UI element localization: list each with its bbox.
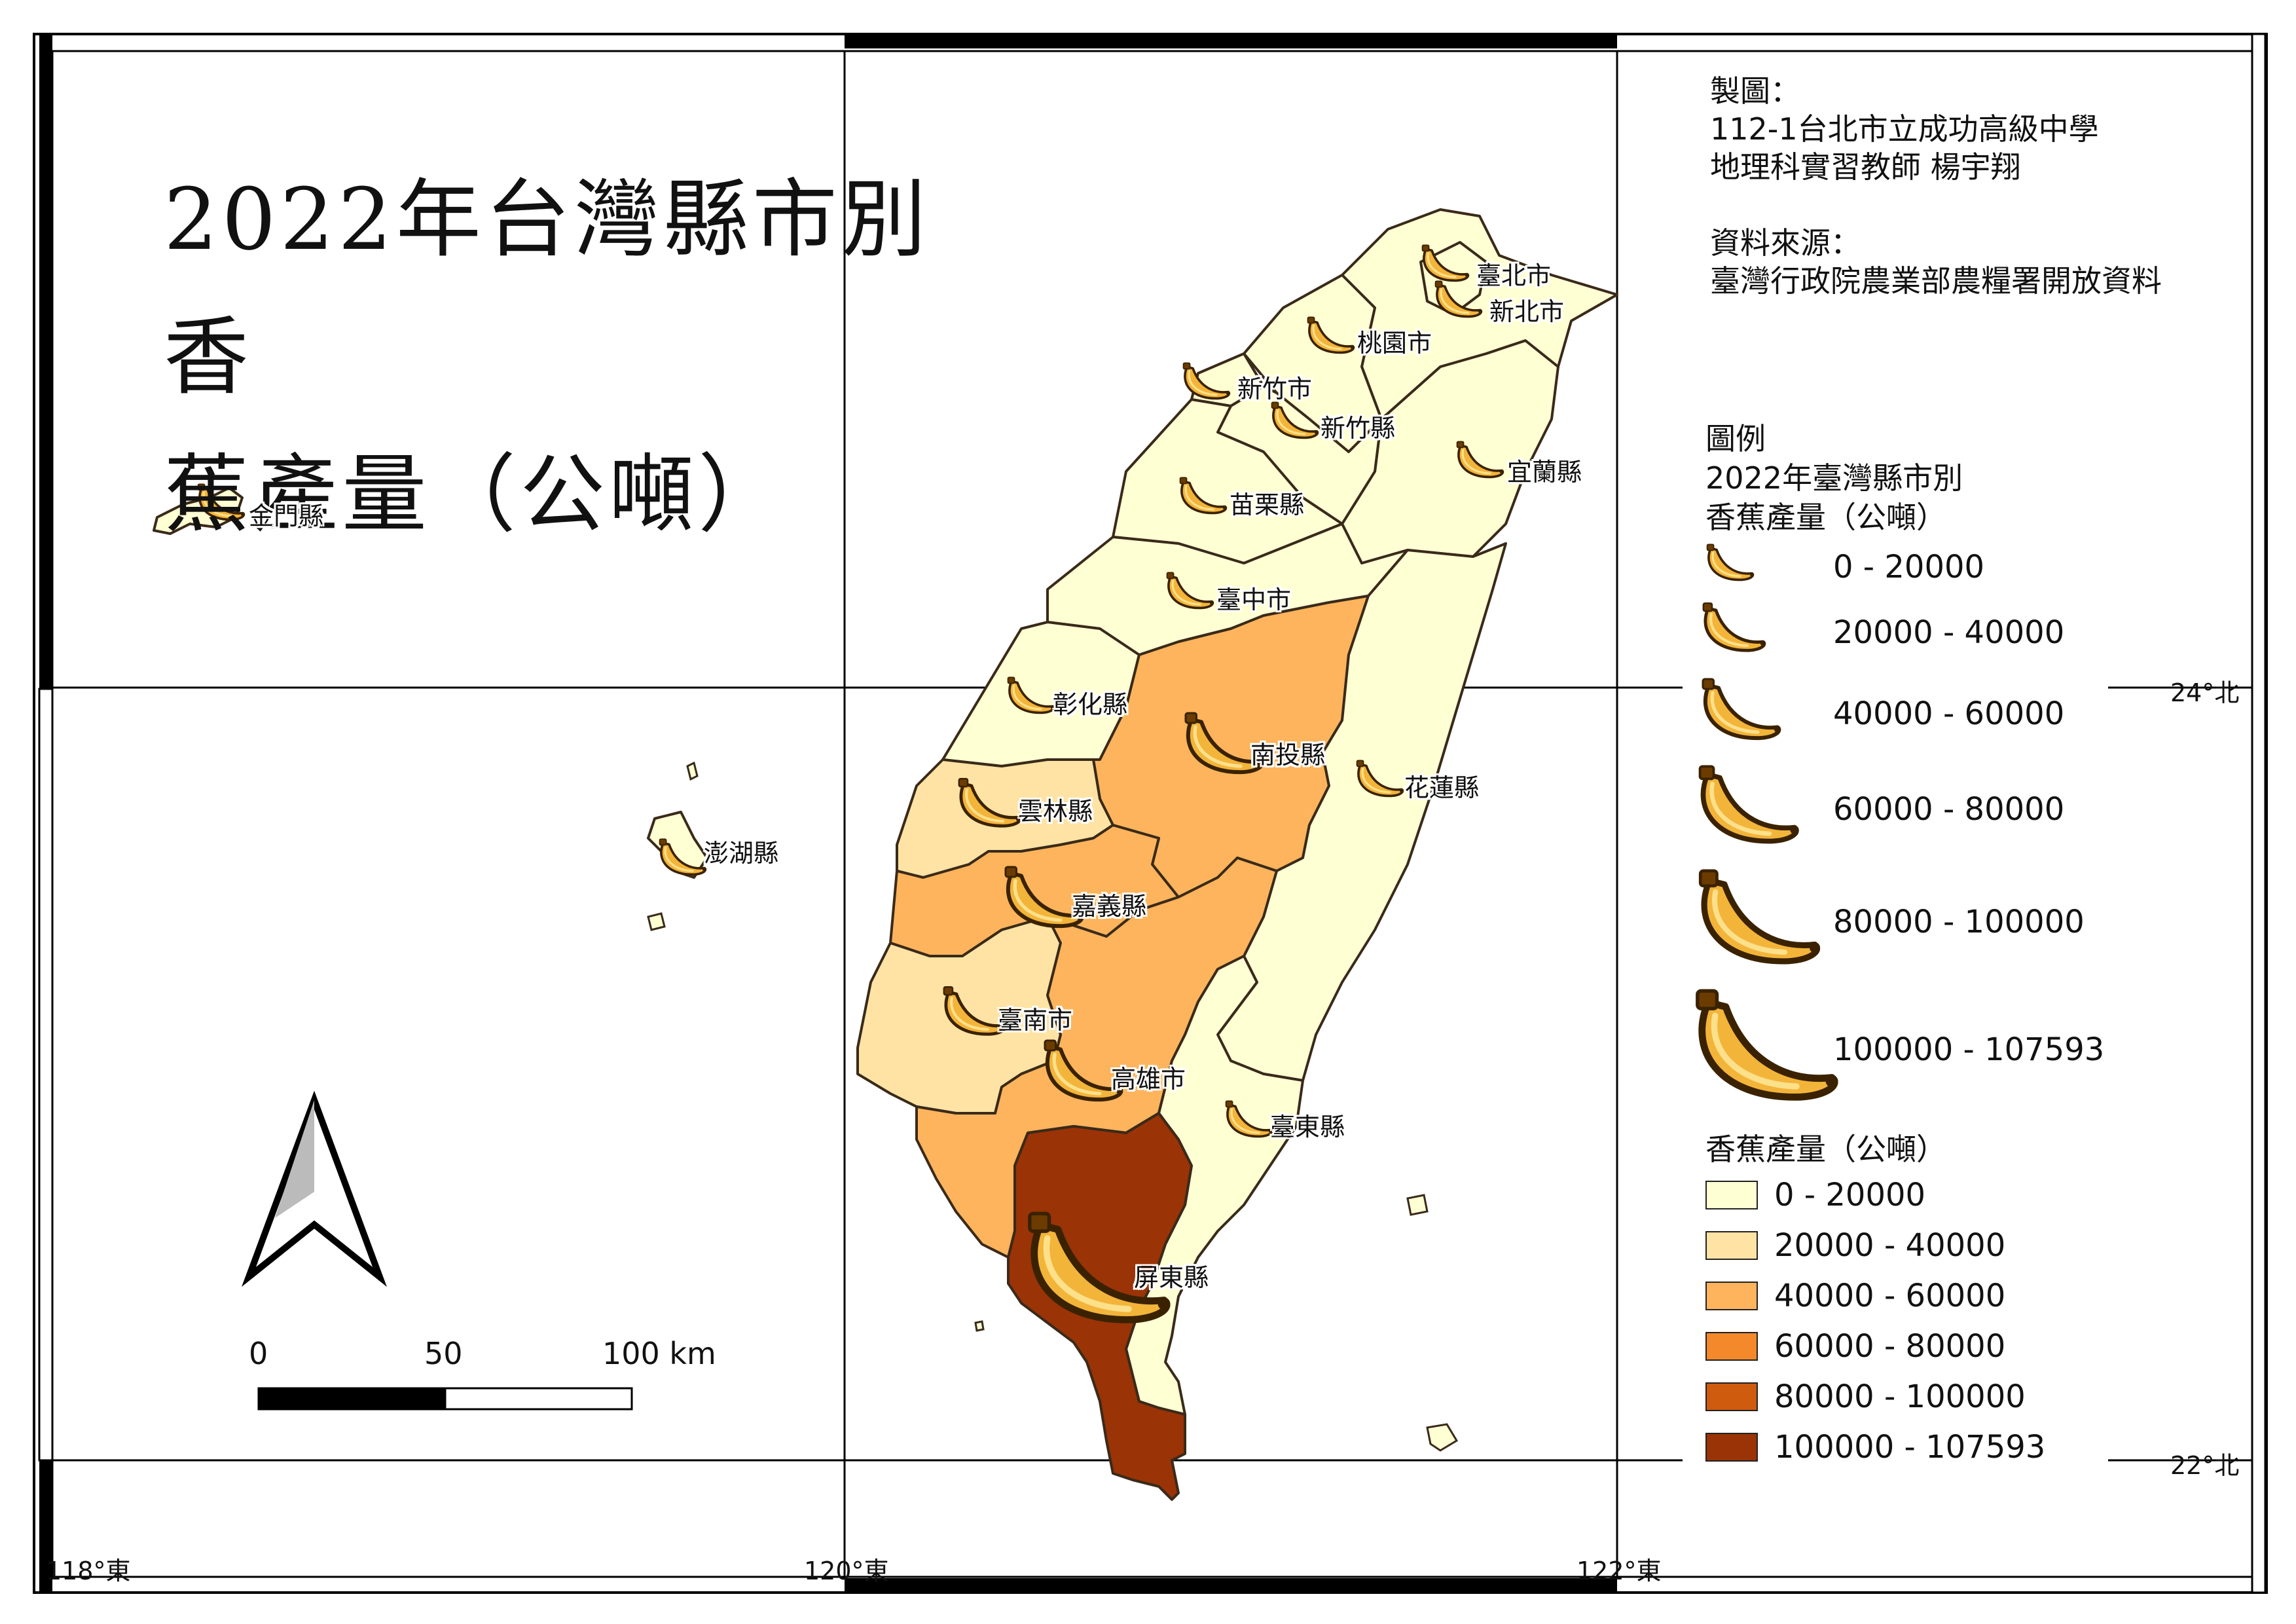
legend-heading: 圖例 xyxy=(1705,421,1766,456)
source-label: 資料來源： xyxy=(1710,225,1861,261)
frame-bar-bottom xyxy=(845,1578,1617,1593)
legend-symbol-label: 100000 - 107593 xyxy=(1833,1031,2105,1068)
legend-swatch xyxy=(1705,1181,1758,1209)
lon-label-120e: 120°東 xyxy=(804,1557,889,1585)
credits-block: 製圖： 112-1台北市立成功高級中學 地理科實習教師 楊宇翔 資料來源： 臺灣… xyxy=(1710,72,2162,300)
scale-label-100km: 100 km xyxy=(602,1336,716,1371)
legend-banana-symbols xyxy=(1698,543,1838,1097)
small-islands xyxy=(647,761,1459,1452)
frame-bar-right xyxy=(2251,33,2267,1594)
map-title-line1: 2022年台灣縣市別香 xyxy=(164,170,930,407)
scale-label-0: 0 xyxy=(249,1336,268,1371)
county-label-pingtung: 屏東縣 xyxy=(1134,1263,1209,1292)
county-penghu xyxy=(647,811,708,879)
county-label-taitung: 臺東縣 xyxy=(1270,1113,1345,1141)
county-label-yunlin: 雲林縣 xyxy=(1018,797,1093,826)
legend-fill-label: 0 - 20000 xyxy=(1774,1177,1926,1213)
county-label-yilan: 宜蘭縣 xyxy=(1507,458,1582,487)
legend-symbol-title-line1: 2022年臺灣縣市別 xyxy=(1705,460,1963,496)
source-line: 臺灣行政院農業部農糧署開放資料 xyxy=(1710,263,2162,299)
legend-fill-title: 香蕉產量（公噸） xyxy=(1705,1132,1946,1167)
frame-bar-left-mid xyxy=(38,688,54,1462)
legend-symbol-title-line2: 香蕉產量（公噸） xyxy=(1705,500,1946,535)
county-label-new-taipei: 新北市 xyxy=(1489,297,1565,326)
scale-label-50: 50 xyxy=(424,1336,463,1371)
banana-icon xyxy=(1704,603,1766,650)
county-label-kaohsiung: 高雄市 xyxy=(1111,1065,1186,1094)
map-title: 2022年台灣縣市別香 蕉產量（公噸） xyxy=(164,151,1015,563)
legend-symbol-label: 60000 - 80000 xyxy=(1833,791,2065,828)
made-by-line1: 112-1台北市立成功高級中學 xyxy=(1710,111,2099,147)
legend-swatch xyxy=(1705,1231,1758,1260)
legend-fill-label: 40000 - 60000 xyxy=(1774,1278,2006,1314)
legend-fill-label: 20000 - 40000 xyxy=(1774,1227,2006,1264)
legend-fill-label: 60000 - 80000 xyxy=(1774,1328,2006,1365)
legend-swatch xyxy=(1705,1282,1758,1310)
map-title-line2: 蕉產量（公噸） xyxy=(164,445,788,544)
frame-bar-left-bottom xyxy=(39,1460,52,1591)
frame-bar-left-top xyxy=(39,34,52,689)
scale-bar xyxy=(257,1387,633,1411)
legend-symbol-label: 40000 - 60000 xyxy=(1833,695,2065,732)
county-label-miaoli: 苗栗縣 xyxy=(1230,490,1305,519)
county-label-chiayi: 嘉義縣 xyxy=(1072,892,1147,921)
north-arrow-icon xyxy=(242,1090,387,1287)
legend-swatch xyxy=(1705,1382,1758,1411)
county-label-kinmen: 金門縣 xyxy=(249,502,324,530)
legend-symbol-label: 20000 - 40000 xyxy=(1833,614,2065,651)
banana-icon xyxy=(1703,679,1781,738)
frame-bar-top xyxy=(845,34,1617,48)
banana-icon xyxy=(1698,991,1838,1097)
legend-fill-label: 80000 - 100000 xyxy=(1774,1378,2026,1415)
legend-fill-label: 100000 - 107593 xyxy=(1774,1429,2046,1466)
county-label-taipei: 臺北市 xyxy=(1476,261,1552,290)
county-label-taoyuan: 桃園市 xyxy=(1357,329,1432,358)
county-label-hualien: 花蓮縣 xyxy=(1404,773,1480,802)
made-by-label: 製圖： xyxy=(1710,73,1800,109)
county-label-hsinchu: 新竹縣 xyxy=(1321,414,1396,443)
lon-label-122e: 122°東 xyxy=(1576,1557,1662,1585)
legend-symbol-label: 80000 - 100000 xyxy=(1833,904,2085,940)
lon-label-118e: 118°東 xyxy=(46,1557,131,1585)
county-label-tainan: 臺南市 xyxy=(998,1006,1073,1035)
county-label-hsinchu-city: 新竹市 xyxy=(1237,375,1313,403)
made-by-line2: 地理科實習教師 楊宇翔 xyxy=(1710,149,2021,185)
legend-swatch xyxy=(1705,1332,1758,1361)
county-label-penghu: 澎湖縣 xyxy=(704,839,779,868)
banana-icon xyxy=(1705,543,1755,581)
county-label-taichung: 臺中市 xyxy=(1216,585,1292,614)
banana-icon xyxy=(1700,766,1799,841)
lat-label-22n: 22°北 xyxy=(2170,1451,2240,1480)
county-label-nantou: 南投縣 xyxy=(1250,741,1326,769)
county-label-changhua: 彰化縣 xyxy=(1053,690,1128,719)
banana-icon xyxy=(1700,871,1820,961)
lat-label-24n: 24°北 xyxy=(2170,678,2240,707)
legend-symbol-label: 0 - 20000 xyxy=(1833,549,1985,585)
legend-swatch xyxy=(1705,1433,1758,1462)
